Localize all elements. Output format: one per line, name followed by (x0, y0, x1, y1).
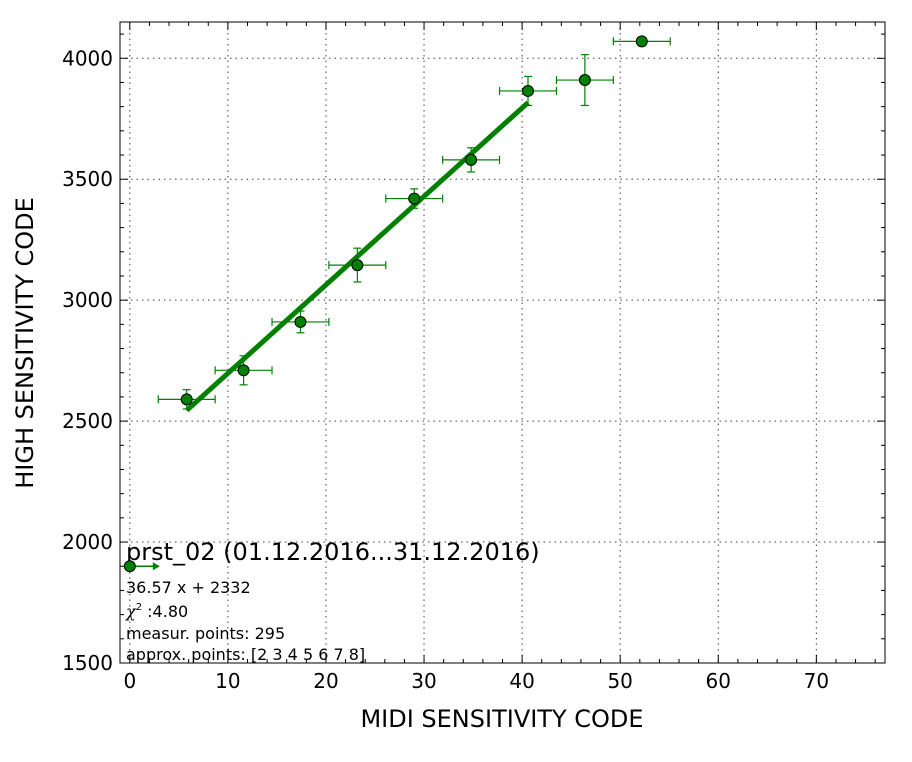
data-point-marker (578, 74, 591, 87)
y-tick-label: 2500 (62, 409, 113, 433)
data-point-marker (408, 192, 421, 205)
y-axis-title: HIGH SENSITIVITY CODE (11, 197, 39, 489)
data-point-marker (294, 315, 307, 328)
data-point-group (214, 355, 273, 386)
x-tick-label: 30 (411, 669, 436, 693)
data-point-group (555, 54, 614, 107)
data-point-group (385, 188, 444, 209)
annotation-block: prst_02 (01.12.2016...31.12.2016) 36.57 … (125, 538, 540, 664)
data-point-group (328, 247, 387, 283)
x-axis-title: MIDI SENSITIVITY CODE (360, 705, 643, 733)
data-point-group (442, 147, 501, 173)
data-point-group (271, 310, 330, 334)
data-point-marker (180, 393, 193, 406)
annotation-measur-points: measur. points: 295 (126, 624, 285, 643)
plot-frame (119, 21, 886, 664)
legend-marker (123, 560, 160, 573)
x-tick-label: 60 (706, 669, 731, 693)
data-point-marker (237, 364, 250, 377)
chi-symbol: χ (125, 602, 137, 621)
data-point-marker (635, 35, 648, 48)
y-tick-label: 1500 (62, 651, 113, 675)
points-layer (157, 35, 671, 410)
y-tick-label: 3500 (62, 167, 113, 191)
ticks-layer (120, 22, 885, 664)
data-point-group (612, 35, 671, 48)
ticklabels-layer: 0 10 20 30 40 50 60 70 1500 2000 2500 3000 3500 4000 (62, 46, 829, 693)
annotation-chi-squared: χ2 :4.80 (125, 602, 188, 621)
data-point-group (157, 389, 216, 410)
data-point-marker (465, 153, 478, 166)
legend-arrow-head (152, 562, 160, 571)
x-tick-label: 40 (509, 669, 534, 693)
annotation-equation: 36.57 x + 2332 (126, 578, 251, 597)
data-point-marker (351, 259, 364, 272)
y-tick-label: 2000 (62, 530, 113, 554)
data-point-marker (522, 84, 534, 97)
x-tick-label: 10 (215, 669, 240, 693)
x-tick-label: 70 (804, 669, 829, 693)
chi-value: :4.80 (142, 602, 188, 621)
legend-marker-point (123, 560, 136, 573)
y-tick-label: 4000 (62, 46, 113, 70)
chi-superscript: 2 (136, 602, 142, 613)
x-tick-label: 20 (313, 669, 338, 693)
x-tick-label: 50 (607, 669, 632, 693)
annotation-title: prst_02 (01.12.2016...31.12.2016) (126, 538, 540, 566)
data-point-group (498, 75, 558, 107)
y-tick-label: 3000 (62, 288, 113, 312)
x-tick-label: 0 (123, 669, 136, 693)
annotation-approx-points: approx. points: [2 3 4 5 6 7 8] (126, 645, 365, 664)
